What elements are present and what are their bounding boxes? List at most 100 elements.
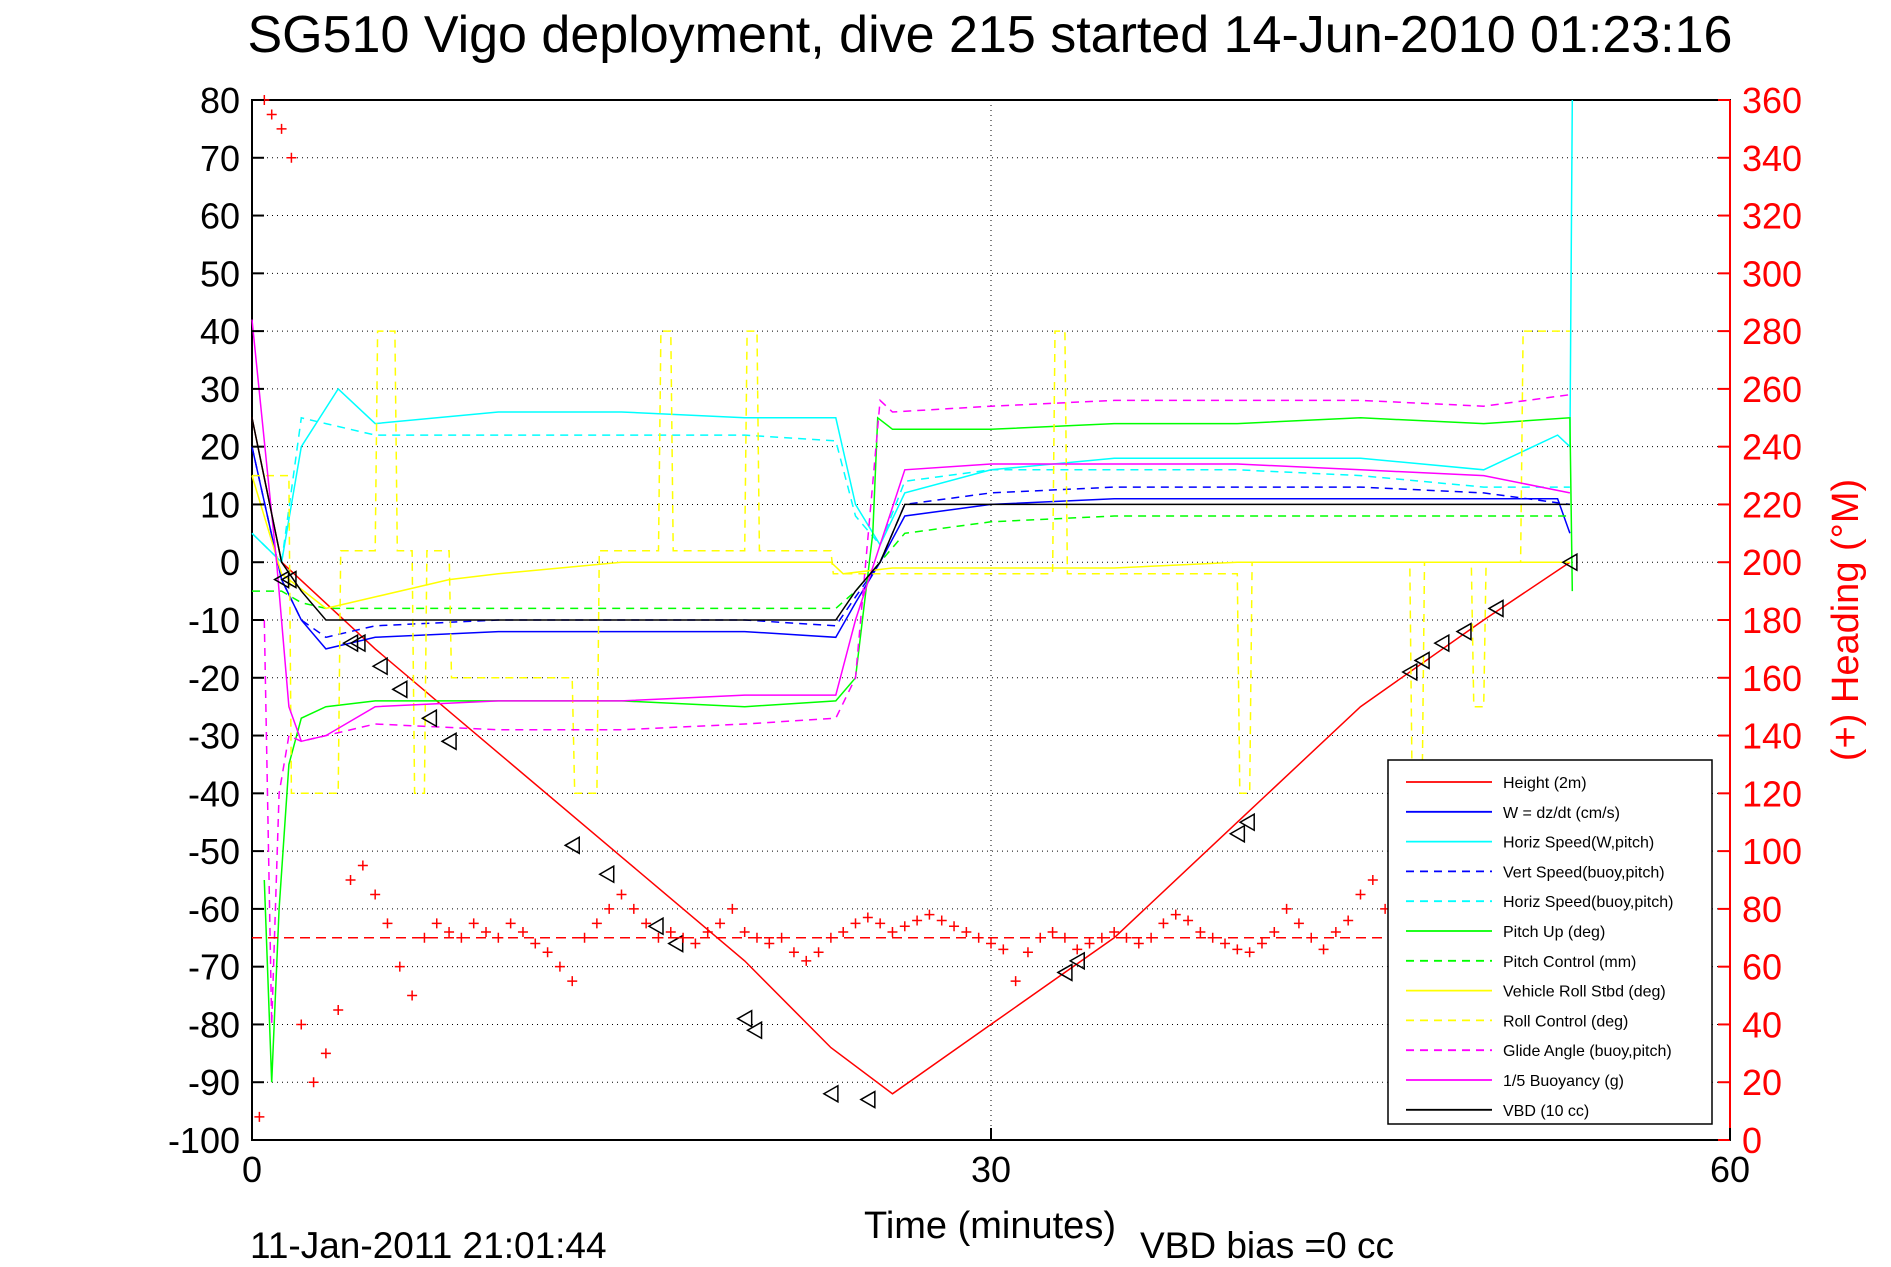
series-line-6 (252, 515, 1570, 610)
height-marker (746, 1020, 763, 1040)
series-line-2 (251, 99, 1574, 564)
heading-point (579, 932, 590, 943)
heading-point (690, 938, 701, 949)
height-marker (647, 916, 664, 936)
legend-label-3: Vert Speed(buoy,pitch) (1503, 864, 1665, 881)
heading-point (628, 903, 639, 914)
heading-point (1059, 932, 1070, 943)
height-marker (440, 732, 457, 751)
footer-date: 11-Jan-2011 21:01:44 (250, 1225, 607, 1262)
heading-point (266, 109, 277, 120)
right-tick-label: 0 (1742, 1120, 1762, 1161)
left-tick-label: -60 (188, 889, 240, 930)
right-axis: 3603403203002802602402202001801601401201… (1718, 80, 1802, 1161)
left-tick-label: 0 (220, 542, 240, 583)
height-marker (1413, 651, 1430, 670)
heading-point (1096, 932, 1107, 943)
legend-label-6: Pitch Control (mm) (1503, 954, 1636, 971)
left-axis: 80 70 60 50 40 30 20 10 0 -10 -20 -30 -40 -50 -60 -70 -8… (168, 80, 264, 1161)
left-tick-label: -10 (188, 600, 240, 641)
height-marker (349, 633, 366, 653)
heading-point (961, 927, 972, 937)
x-tick-label: 0 (242, 1149, 262, 1190)
series-line-10 (251, 319, 1571, 743)
heading-point (308, 1077, 319, 1088)
x-axis: 0 30 60 (242, 1128, 1750, 1190)
heading-point (444, 927, 455, 937)
series-line-5 (263, 416, 1574, 1083)
right-tick-label: 320 (1742, 196, 1802, 237)
chart-title: SG510 Vigo deployment, dive 215 started … (248, 6, 1733, 64)
heading-point (276, 123, 287, 134)
legend-box (1387, 759, 1713, 1125)
heading-point (1084, 938, 1095, 949)
heading-point (1183, 915, 1194, 926)
heading-point (345, 875, 356, 885)
heading-point (641, 918, 652, 929)
heading-point (431, 918, 442, 929)
series-layer (251, 99, 1574, 1095)
heading-point (1306, 932, 1317, 943)
heading-point (286, 152, 297, 163)
height-marker (822, 1084, 839, 1104)
heading-point (1343, 915, 1354, 926)
left-tick-label: -50 (188, 831, 240, 872)
height-marker (1433, 633, 1450, 653)
right-tick-label: 60 (1742, 947, 1782, 988)
legend-label-7: Vehicle Roll Stbd (deg) (1503, 984, 1666, 1001)
height-marker (273, 570, 290, 589)
right-tick-label: 20 (1742, 1062, 1782, 1103)
heading-point (751, 932, 762, 943)
heading-point (530, 938, 541, 949)
height-marker (859, 1090, 876, 1109)
left-tick-label: 50 (200, 253, 240, 294)
heading-point (1367, 875, 1378, 885)
left-tick-label: 60 (200, 196, 240, 237)
height-marker (1487, 599, 1504, 618)
heading-point (862, 912, 873, 923)
heading-point (739, 927, 750, 937)
right-tick-label: 160 (1742, 658, 1802, 699)
heading-point (665, 927, 676, 937)
left-tick-label: -20 (188, 658, 240, 699)
footer-vbd-bias: VBD bias =0 cc (1140, 1225, 1394, 1262)
legend-label-11: VBD (10 cc) (1503, 1103, 1589, 1120)
heading-point (1170, 909, 1181, 920)
right-tick-label: 120 (1742, 773, 1802, 814)
heading-point (1355, 889, 1366, 900)
left-tick-label: 10 (200, 484, 240, 525)
heading-point (1330, 927, 1341, 937)
heading-point (493, 932, 504, 943)
heading-point (357, 860, 368, 871)
heading-point (1146, 932, 1157, 943)
series-line-0 (251, 417, 1571, 1095)
heading-point (320, 1048, 331, 1059)
heading-point (1121, 932, 1132, 943)
height-marker (563, 836, 580, 855)
heading-point (875, 918, 886, 929)
heading-point (838, 927, 849, 937)
height-marker (280, 570, 297, 589)
heading-point (924, 909, 935, 920)
heading-point (1293, 918, 1304, 929)
heading-point (813, 947, 824, 958)
heading-point (727, 903, 738, 914)
right-tick-label: 220 (1742, 484, 1802, 525)
heading-point (1244, 947, 1255, 958)
heading-point (505, 918, 516, 929)
heading-point (1133, 938, 1144, 949)
height-marker (391, 680, 408, 699)
legend-label-4: Horiz Speed(buoy,pitch) (1503, 894, 1673, 911)
right-tick-label: 240 (1742, 427, 1802, 468)
right-tick-label: 360 (1742, 80, 1802, 121)
left-tick-label: 70 (200, 138, 240, 179)
legend-label-1: W = dz/dt (cm/s) (1503, 805, 1620, 822)
heading-point (517, 927, 528, 937)
heading-point (1318, 944, 1329, 955)
heading-point (1072, 944, 1083, 955)
heading-point (407, 990, 418, 1001)
left-tick-label: 20 (200, 427, 240, 468)
left-tick-label: 80 (200, 80, 240, 121)
heading-point (702, 927, 713, 937)
right-tick-label: 140 (1742, 716, 1802, 757)
